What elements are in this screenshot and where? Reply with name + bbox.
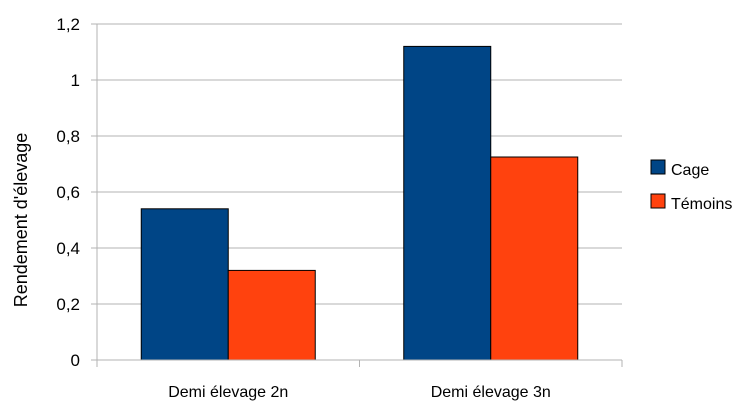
y-tick-label: 0 [71,351,80,370]
x-category-label: Demi élevage 3n [431,384,551,401]
y-tick-label: 1 [71,71,80,90]
bars [140,45,579,361]
y-tick-label: 0,8 [56,127,80,146]
legend-swatch [650,193,666,209]
bar-series-2 [490,156,579,361]
legend-label: Cage [671,162,709,179]
y-tick-label: 0,6 [56,183,80,202]
legend: Cage Témoins [650,159,732,213]
legend-swatch [650,159,666,175]
bar-series-1 [140,208,229,361]
y-axis-title: Rendement d'élevage [11,133,31,308]
tick-labels: 0 0,2 0,4 0,6 0,8 1 1,2 [56,15,80,370]
category-labels: Demi élevage 2n Demi élevage 3n [168,384,551,401]
bar-series-1 [403,45,492,361]
y-tick-label: 1,2 [56,15,80,34]
legend-label: Témoins [671,196,732,213]
bar-series-2 [227,269,316,361]
axes [91,23,623,367]
y-tick-label: 0,2 [56,295,80,314]
y-tick-label: 0,4 [56,239,80,258]
x-category-label: Demi élevage 2n [168,384,288,401]
